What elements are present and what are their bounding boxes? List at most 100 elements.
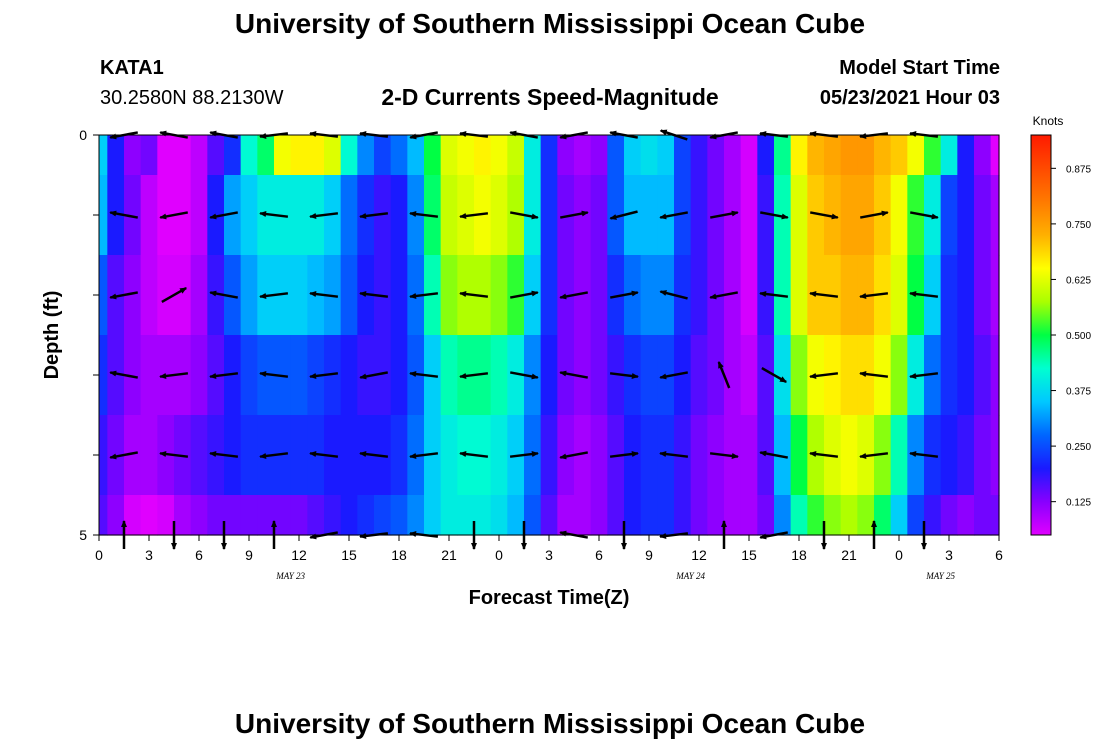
heatmap-cell <box>124 335 142 416</box>
heatmap-cell <box>974 255 992 336</box>
current-vector-arrow <box>459 372 489 379</box>
current-vector-arrow <box>759 291 789 298</box>
heatmap-cell <box>707 335 725 416</box>
current-vector-arrow <box>909 291 939 298</box>
heatmap-cell <box>557 495 575 536</box>
heatmap-cell <box>124 135 142 176</box>
heatmap-cell <box>574 495 592 536</box>
heatmap-cell <box>290 415 308 496</box>
heatmap-cell <box>640 495 658 536</box>
heatmap-cell <box>974 175 992 256</box>
heatmap-cell <box>157 495 175 536</box>
heatmap-cell <box>740 335 758 416</box>
x-tick-label: 0 <box>95 547 103 563</box>
current-vector-arrow <box>109 291 138 300</box>
current-vector-arrow <box>609 372 639 379</box>
heatmap-cell <box>390 255 408 336</box>
x-tick-label: 0 <box>495 547 503 563</box>
heatmap-cell <box>290 335 308 416</box>
heatmap-cell <box>640 255 658 336</box>
current-vector-arrow <box>259 292 289 299</box>
page-title: University of Southern Mississippi Ocean… <box>234 8 866 39</box>
current-vector-arrow <box>559 291 588 300</box>
heatmap-cell <box>390 495 408 536</box>
heatmap-cell <box>724 255 742 336</box>
heatmap-cell <box>190 495 208 536</box>
heatmap-cell <box>674 335 692 416</box>
x-tick-label: 21 <box>841 547 857 563</box>
heatmap-cell <box>274 255 292 336</box>
heatmap-cell <box>740 495 758 536</box>
heatmap-cell <box>457 495 475 536</box>
current-vector-arrow <box>109 451 138 460</box>
heatmap-cell <box>157 135 175 176</box>
current-vector-arrow <box>259 211 289 218</box>
heatmap-cell <box>540 255 558 336</box>
heatmap-cell <box>740 255 758 336</box>
x-tick-label: 6 <box>595 547 603 563</box>
heatmap-cell <box>624 495 642 536</box>
heatmap-cell <box>290 135 308 176</box>
heatmap-cell <box>390 135 408 176</box>
heatmap-cell <box>757 175 775 256</box>
heatmap-cell <box>190 415 208 496</box>
x-tick-label: 15 <box>341 547 357 563</box>
station-id: KATA1 <box>100 57 164 79</box>
current-vector-arrow <box>560 210 589 219</box>
heatmap-cell <box>274 135 292 176</box>
heatmap-cell <box>440 415 458 496</box>
heatmap-cell <box>240 135 258 176</box>
current-vector-arrow <box>159 211 188 220</box>
current-vector-arrow <box>810 211 839 220</box>
heatmap-cell <box>490 495 508 536</box>
heatmap-cell <box>674 175 692 256</box>
heatmap-cell <box>624 135 642 176</box>
heatmap-cell <box>790 175 808 256</box>
heatmap-cell <box>174 495 192 536</box>
heatmap-cell <box>307 135 325 176</box>
heatmap-cell <box>574 415 592 496</box>
heatmap-cell <box>840 495 858 536</box>
heatmap-cell <box>774 335 792 416</box>
heatmap-cell <box>690 255 708 336</box>
heatmap-cell <box>290 495 308 536</box>
current-vector-arrow <box>609 451 639 458</box>
heatmap-cell <box>207 495 225 536</box>
heatmap-cell <box>940 415 958 496</box>
heatmap-cell <box>924 495 942 536</box>
x-tick-label: 21 <box>441 547 457 563</box>
heatmap-cell <box>390 415 408 496</box>
current-vector-arrow <box>209 211 238 220</box>
x-axis: 0 3 6 9 12 15 18 21 0 3 6 9 12 15 18 21 0 3 6 MAY 23 MAY 24 M… <box>95 535 1003 581</box>
current-vector-arrow <box>761 366 788 384</box>
heatmap-cell <box>790 415 808 496</box>
heatmap-cell <box>990 335 1000 416</box>
x-day-label: MAY 24 <box>675 571 705 581</box>
current-vector-arrow <box>409 452 439 459</box>
x-tick-label: 18 <box>791 547 807 563</box>
heatmap-cell <box>290 175 308 256</box>
heatmap-cell <box>174 135 192 176</box>
heatmap-cell <box>440 135 458 176</box>
current-vector-arrow <box>809 291 839 298</box>
x-tick-label: 0 <box>895 547 903 563</box>
heatmap-cell <box>374 135 392 176</box>
x-tick-label: 12 <box>291 547 307 563</box>
heatmap-cell <box>840 255 858 336</box>
x-tick-label: 6 <box>195 547 203 563</box>
current-vector-arrow <box>359 451 389 458</box>
colorbar-tick-label: 0.875 <box>1066 164 1091 175</box>
model-start-label: Model Start Time <box>839 57 1000 79</box>
heatmap-cell <box>724 135 742 176</box>
current-vector-arrow <box>659 451 689 458</box>
heatmap-cell <box>324 135 342 176</box>
current-vector-arrow <box>510 371 539 380</box>
heatmap-cell <box>374 495 392 536</box>
current-vector-arrow <box>859 452 889 459</box>
heatmap-cell <box>307 495 325 536</box>
heatmap-cell <box>340 495 358 536</box>
heatmap-cell <box>890 255 908 336</box>
heatmap-cell <box>607 335 625 416</box>
heatmap-cell <box>724 495 742 536</box>
heatmap-cell <box>790 255 808 336</box>
